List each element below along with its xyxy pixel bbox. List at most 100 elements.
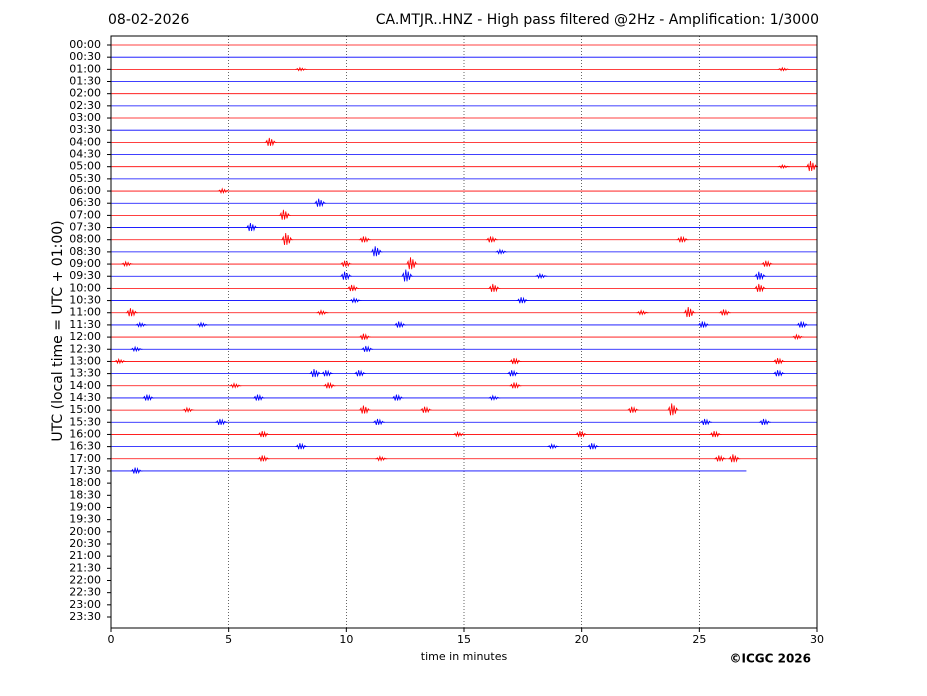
spike <box>361 345 374 353</box>
spike <box>347 284 360 292</box>
spike <box>372 418 385 426</box>
spike <box>700 418 713 426</box>
y-tick-label: 07:00 <box>69 208 101 221</box>
spike <box>791 333 804 341</box>
y-tick-label: 19:30 <box>69 513 101 526</box>
spike <box>358 333 371 341</box>
spike <box>516 296 529 304</box>
spike <box>627 406 640 414</box>
y-tick-label: 16:00 <box>69 427 101 440</box>
y-tick-label: 04:00 <box>69 135 101 148</box>
spike <box>339 271 352 281</box>
spike <box>714 454 727 462</box>
y-tick-label: 03:00 <box>69 111 101 124</box>
spike <box>547 443 560 450</box>
y-tick-label: 05:00 <box>69 160 101 173</box>
spike <box>245 223 258 232</box>
y-tick-label: 13:00 <box>69 354 101 367</box>
y-tick-label: 15:00 <box>69 403 101 416</box>
y-tick-label: 06:30 <box>69 196 101 209</box>
spike <box>488 283 501 293</box>
spike <box>419 406 432 414</box>
y-tick-label: 09:00 <box>69 257 101 270</box>
spike <box>401 269 414 282</box>
y-tick-label: 02:00 <box>69 87 101 100</box>
spike <box>683 307 696 318</box>
spike <box>309 369 322 378</box>
spike <box>215 418 228 426</box>
spike <box>754 271 767 281</box>
y-tick-label: 22:00 <box>69 573 101 586</box>
credit: ©ICGC 2026 <box>729 652 811 666</box>
y-tick-label: 00:00 <box>69 38 101 51</box>
spike <box>509 357 522 365</box>
spike <box>278 209 291 220</box>
y-tick-label: 19:00 <box>69 500 101 513</box>
spike <box>323 381 336 389</box>
y-tick-label: 05:30 <box>69 172 101 185</box>
y-tick-label: 00:30 <box>69 50 101 63</box>
y-tick-label: 22:30 <box>69 586 101 599</box>
spike <box>772 357 786 365</box>
spike <box>758 418 771 426</box>
spike <box>761 260 774 268</box>
y-tick-label: 20:30 <box>69 537 101 550</box>
y-tick-label: 08:00 <box>69 233 101 246</box>
x-tick-label: 30 <box>810 633 824 646</box>
y-tick-label: 09:30 <box>69 269 101 282</box>
y-tick-label: 23:30 <box>69 610 101 623</box>
y-tick-label: 01:00 <box>69 62 101 75</box>
spike <box>805 161 818 172</box>
spike <box>394 321 407 328</box>
y-tick-label: 07:30 <box>69 221 101 234</box>
y-tick-label: 10:30 <box>69 294 101 307</box>
y-tick-label: 18:30 <box>69 488 101 501</box>
y-tick-label: 10:00 <box>69 281 101 294</box>
y-tick-label: 13:30 <box>69 367 101 380</box>
x-axis-label: time in minutes <box>421 650 508 663</box>
spike <box>636 309 649 316</box>
x-tick-label: 20 <box>575 633 589 646</box>
y-tick-label: 01:30 <box>69 75 101 88</box>
y-tick-label: 08:30 <box>69 245 101 258</box>
spike <box>257 454 270 462</box>
y-axis-label: UTC (local time = UTC + 01:00) <box>50 220 66 441</box>
y-tick-label: 02:30 <box>69 99 101 112</box>
spike <box>130 467 143 474</box>
spike <box>452 430 465 438</box>
spike <box>135 321 148 328</box>
spike <box>405 257 418 270</box>
y-tick-label: 17:00 <box>69 452 101 465</box>
spike <box>391 394 404 401</box>
spike <box>295 442 308 450</box>
spike <box>358 235 371 243</box>
x-tick-label: 15 <box>457 633 471 646</box>
y-tick-label: 14:00 <box>69 379 101 392</box>
y-tick-label: 14:30 <box>69 391 101 404</box>
spike <box>314 198 327 208</box>
spike <box>295 66 308 72</box>
spike <box>196 321 209 328</box>
spike <box>697 321 710 328</box>
y-tick-label: 15:30 <box>69 415 101 428</box>
x-tick-label: 0 <box>108 633 115 646</box>
spike <box>772 369 785 377</box>
spike <box>182 406 195 414</box>
y-tick-label: 11:30 <box>69 318 101 331</box>
y-tick-label: 17:30 <box>69 464 101 477</box>
y-tick-label: 21:00 <box>69 549 101 562</box>
date: 08-02-2026 <box>108 12 189 28</box>
spike <box>217 187 230 194</box>
spike <box>488 394 501 401</box>
spike <box>728 454 741 463</box>
spike <box>257 430 270 438</box>
spike <box>316 309 329 316</box>
spike <box>321 369 334 377</box>
spike <box>121 260 134 268</box>
spike <box>370 246 383 257</box>
y-tick-label: 06:00 <box>69 184 101 197</box>
spike <box>229 382 242 389</box>
spike <box>142 394 155 401</box>
y-tick-label: 12:00 <box>69 330 101 343</box>
